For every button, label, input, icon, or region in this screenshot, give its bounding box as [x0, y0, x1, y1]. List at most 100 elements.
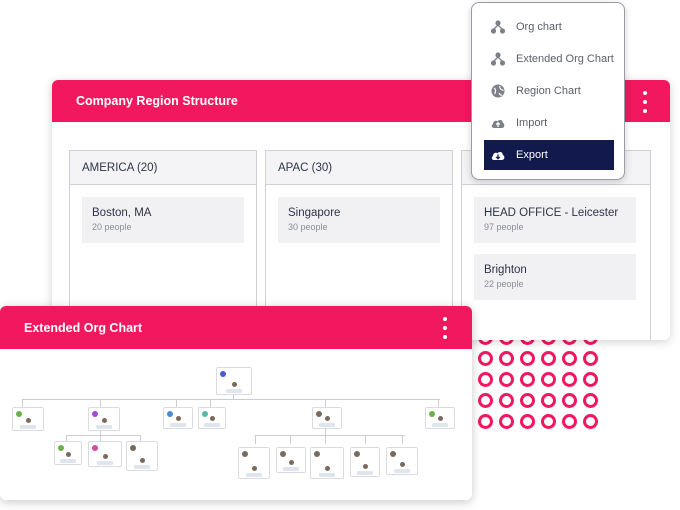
org-node[interactable]: [126, 441, 158, 471]
kebab-dot: [643, 91, 647, 95]
ring-shape: [478, 351, 493, 366]
node-person-avatar: [324, 466, 330, 471]
node-badge: [283, 467, 299, 471]
ring-shape: [499, 351, 514, 366]
node-person-avatar: [251, 466, 257, 471]
org-connector-line: [438, 399, 439, 408]
org-node[interactable]: [88, 407, 120, 431]
node-avatar: [280, 451, 286, 457]
menu-item-label: Region Chart: [516, 85, 581, 97]
node-badge: [319, 423, 335, 427]
ring-shape: [499, 372, 514, 387]
node-avatar: [354, 451, 360, 457]
node-person-avatar: [175, 416, 181, 421]
org-node[interactable]: [198, 407, 226, 429]
node-badge: [246, 473, 262, 477]
ring-shape: [541, 393, 556, 408]
node-badge: [357, 471, 373, 475]
ring-shape: [499, 393, 514, 408]
ring-shape: [499, 414, 514, 429]
org-connector-line: [66, 435, 67, 442]
more-options-button[interactable]: [642, 91, 648, 113]
org-node[interactable]: [238, 447, 270, 479]
node-avatar: [58, 445, 64, 451]
card-title: Extended Org Chart: [24, 320, 143, 335]
org-connector-line: [325, 425, 326, 435]
kebab-dot: [643, 100, 647, 104]
org-node[interactable]: [386, 447, 418, 475]
node-badge: [60, 459, 76, 463]
extended-org-chart-card: Extended Org Chart: [0, 306, 472, 500]
org-connector-line: [100, 399, 101, 408]
location-name: Singapore: [288, 207, 341, 219]
node-person-avatar: [65, 452, 71, 457]
node-avatar: [220, 371, 226, 377]
node-avatar: [202, 411, 208, 417]
org-connector-line: [290, 435, 291, 444]
menu-item-label: Extended Org Chart: [516, 53, 614, 65]
node-badge: [319, 473, 335, 477]
location-people-count: 30 people: [288, 222, 328, 232]
location-name: Brighton: [484, 264, 527, 276]
org-node[interactable]: [54, 441, 82, 465]
node-person-avatar: [437, 416, 443, 421]
org-node[interactable]: [163, 407, 193, 429]
node-person-avatar: [102, 454, 108, 459]
org-connector-line: [255, 435, 405, 436]
node-badge: [204, 423, 220, 427]
ring-shape: [520, 351, 535, 366]
org-connector-line: [66, 435, 141, 436]
location-people-count: 97 people: [484, 222, 524, 232]
ring-shape: [520, 393, 535, 408]
ring-shape: [583, 351, 598, 366]
ring-shape: [478, 414, 493, 429]
node-badge: [96, 425, 112, 429]
node-person-avatar: [101, 418, 107, 423]
node-badge: [20, 425, 36, 429]
kebab-dot: [643, 109, 647, 113]
org-node[interactable]: [350, 447, 380, 477]
node-avatar: [92, 411, 98, 417]
location-card-boston[interactable]: Boston, MA 20 people: [82, 197, 244, 243]
more-options-button[interactable]: [442, 317, 448, 339]
location-card-brighton[interactable]: Brighton 22 people: [474, 254, 636, 300]
node-badge: [97, 461, 113, 465]
options-menu: Org chart Extended Org Chart Region Char…: [471, 2, 625, 180]
region-header: AMERICA (20): [70, 151, 256, 185]
node-person-avatar: [231, 382, 237, 387]
org-node[interactable]: [310, 447, 344, 479]
node-avatar: [92, 445, 98, 451]
kebab-dot: [443, 335, 447, 339]
ring-shape: [583, 393, 598, 408]
location-card-head-office[interactable]: HEAD OFFICE - Leicester 97 people: [474, 197, 636, 243]
ring-shape: [583, 414, 598, 429]
menu-item-extended-org-chart[interactable]: Extended Org Chart: [484, 44, 614, 74]
location-name: Boston, MA: [92, 207, 152, 219]
menu-item-org-chart[interactable]: Org chart: [484, 12, 614, 42]
org-node[interactable]: [276, 447, 306, 473]
node-avatar: [316, 411, 322, 417]
org-node[interactable]: [425, 407, 455, 429]
node-person-avatar: [25, 418, 31, 423]
menu-item-export[interactable]: Export: [484, 140, 614, 170]
node-avatar: [429, 411, 435, 417]
org-chart-canvas[interactable]: [0, 349, 472, 500]
org-connector-line: [22, 399, 440, 400]
ring-shape: [478, 372, 493, 387]
location-name: HEAD OFFICE - Leicester: [484, 207, 619, 219]
location-card-singapore[interactable]: Singapore 30 people: [278, 197, 440, 243]
org-node[interactable]: [12, 407, 44, 431]
org-connector-line: [100, 427, 101, 435]
org-node[interactable]: [312, 407, 342, 429]
node-person-avatar: [209, 416, 215, 421]
kebab-dot: [443, 317, 447, 321]
ring-shape: [562, 351, 577, 366]
org-node[interactable]: [88, 441, 122, 467]
org-node[interactable]: [216, 367, 252, 395]
node-person-avatar: [324, 416, 330, 421]
node-person-avatar: [139, 458, 145, 463]
node-badge: [394, 469, 410, 473]
menu-item-region-chart[interactable]: Region Chart: [484, 76, 614, 106]
menu-item-import[interactable]: Import: [484, 108, 614, 138]
org-connector-line: [22, 399, 23, 408]
